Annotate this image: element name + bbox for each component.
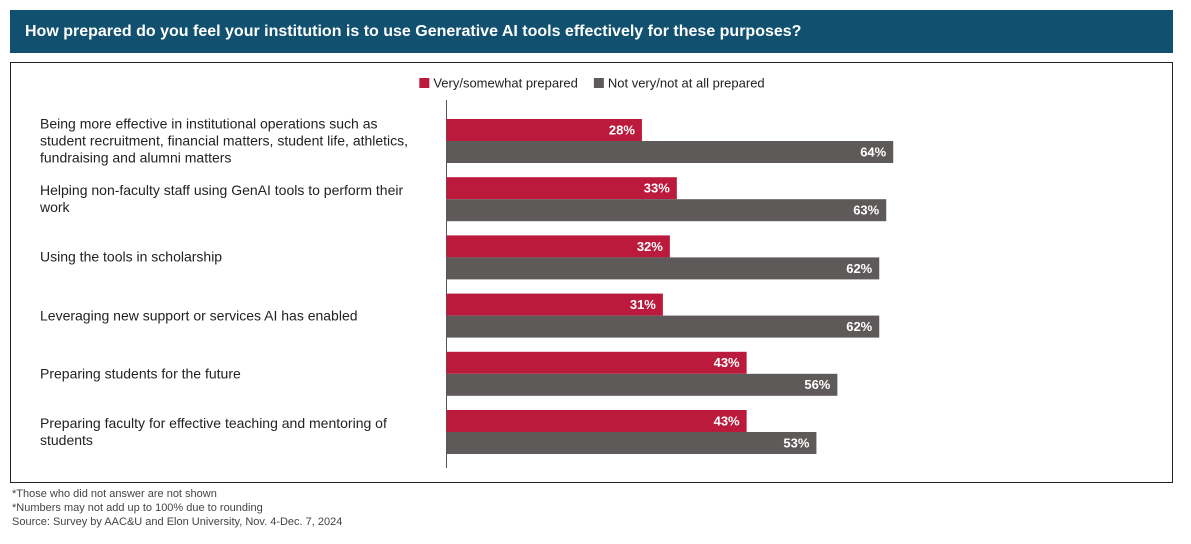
bar (446, 410, 747, 432)
value-label: 32% (637, 239, 663, 254)
bar (446, 293, 663, 316)
value-label: 43% (714, 413, 740, 428)
footnote: *Numbers may not add up to 100% due to r… (12, 502, 263, 514)
chart-frame (10, 62, 1173, 483)
bar (446, 119, 642, 141)
value-label: 53% (783, 435, 809, 450)
chart-title: How prepared do you feel your institutio… (25, 23, 801, 40)
footnote: *Those who did not answer are not shown (12, 488, 217, 500)
legend-swatch (593, 78, 604, 88)
value-label: 31% (630, 297, 656, 312)
value-label: 63% (853, 203, 879, 218)
category-label: Preparing students for the future (40, 365, 241, 382)
bar (446, 373, 838, 396)
value-label: 62% (846, 319, 872, 334)
bar (446, 235, 670, 258)
bar (446, 432, 817, 454)
bar (446, 177, 677, 200)
bar (446, 257, 880, 280)
bar (446, 141, 894, 163)
category-label: Leveraging new support or services AI ha… (40, 307, 358, 324)
legend-label: Not very/not at all prepared (608, 75, 765, 90)
legend-label: Very/somewhat prepared (433, 75, 578, 90)
value-label: 43% (714, 355, 740, 370)
bar (446, 351, 747, 374)
legend-swatch (419, 78, 430, 88)
category-label: Being more effective in institutional op… (40, 115, 409, 166)
bar (446, 315, 880, 338)
value-label: 28% (609, 122, 635, 137)
value-label: 62% (846, 261, 872, 276)
value-label: 56% (804, 377, 830, 392)
title-bar (10, 10, 1173, 53)
category-label: Using the tools in scholarship (40, 248, 223, 265)
category-label: Preparing faculty for effective teaching… (40, 415, 387, 448)
value-label: 33% (644, 181, 670, 196)
footnote: Source: Survey by AAC&U and Elon Univers… (12, 516, 343, 528)
bar (446, 199, 887, 222)
value-label: 64% (860, 144, 886, 159)
category-label: Helping non-faculty staff using GenAI to… (40, 182, 404, 216)
